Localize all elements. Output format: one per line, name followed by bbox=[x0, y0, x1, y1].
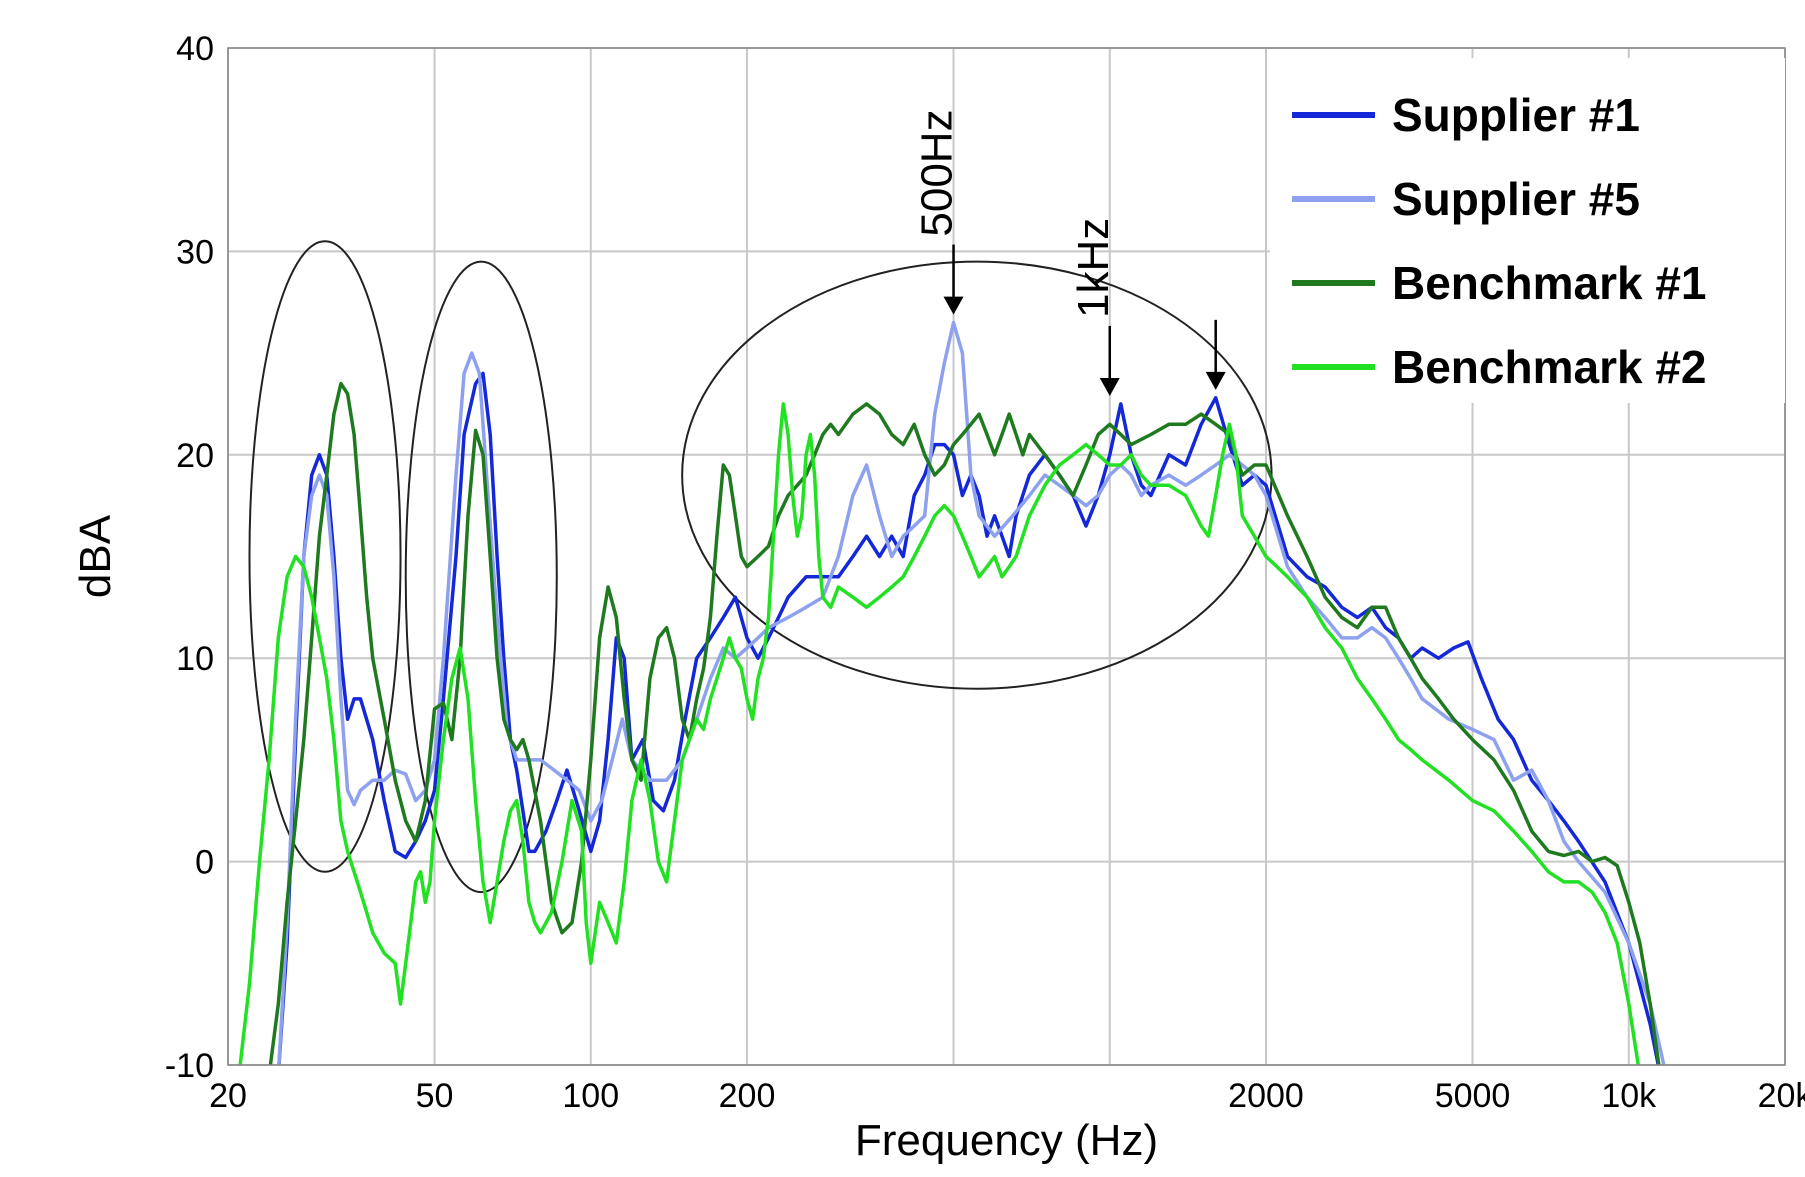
annotation-arrow-head bbox=[1099, 377, 1120, 396]
x-tick-label: 100 bbox=[562, 1077, 619, 1115]
x-tick-label: 50 bbox=[416, 1077, 454, 1115]
legend-label-2: Supplier #5 bbox=[1392, 173, 1640, 225]
y-tick-label: 10 bbox=[176, 640, 214, 678]
y-tick-label: 20 bbox=[176, 437, 214, 475]
y-tick-labels: -10 0 10 20 30 40 bbox=[165, 30, 214, 1085]
plot-series bbox=[238, 320, 1666, 1065]
annotation-label: 500Hz bbox=[913, 109, 962, 236]
series-line-2 bbox=[277, 320, 1666, 1065]
x-axis-title: Frequency (Hz) bbox=[855, 1116, 1158, 1165]
x-tick-labels: 20 50 100 200 2000 5000 10k 20k bbox=[209, 1077, 1805, 1115]
y-tick-label: 40 bbox=[176, 30, 214, 68]
y-axis-title: dBA bbox=[71, 514, 120, 598]
x-tick-label: 200 bbox=[719, 1077, 776, 1115]
series-line-1 bbox=[277, 371, 1661, 1065]
legend-label-1: Supplier #1 bbox=[1392, 89, 1640, 141]
annotation-arrow-head bbox=[1205, 371, 1226, 390]
x-tick-label: 5000 bbox=[1435, 1077, 1511, 1115]
annotation-arrow-head bbox=[943, 296, 964, 315]
x-tick-label: 20 bbox=[209, 1077, 247, 1115]
y-tick-label: 0 bbox=[195, 844, 214, 882]
plot-frame bbox=[227, 47, 1786, 1066]
series-line-4 bbox=[238, 402, 1640, 1065]
legend-label-4: Benchmark #2 bbox=[1392, 341, 1707, 393]
highlight-ellipse bbox=[681, 260, 1273, 690]
y-tick-label: -10 bbox=[165, 1047, 214, 1085]
highlight-ellipse bbox=[404, 260, 558, 894]
x-tick-label: 10k bbox=[1601, 1077, 1657, 1115]
annotation-label: 1kHz bbox=[1069, 218, 1118, 318]
highlight-ellipses bbox=[248, 240, 1273, 894]
series-line-3 bbox=[268, 381, 1661, 1065]
legend-label-3: Benchmark #1 bbox=[1392, 257, 1707, 309]
x-tick-label: 2000 bbox=[1228, 1077, 1304, 1115]
legend: Supplier #1 Supplier #5 Benchmark #1 Benchm… bbox=[1270, 58, 1785, 403]
highlight-ellipse bbox=[248, 240, 402, 873]
x-tick-label: 20k bbox=[1758, 1077, 1805, 1115]
y-tick-label: 30 bbox=[176, 233, 214, 271]
annotations: 500Hz 1kHz bbox=[913, 109, 1226, 396]
